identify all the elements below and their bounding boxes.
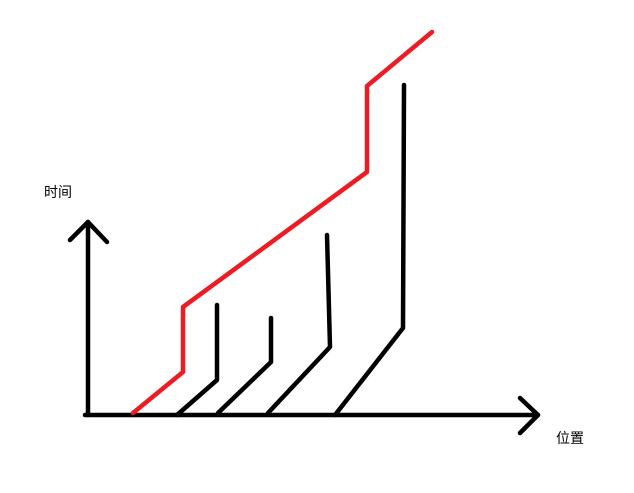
red-path-line	[130, 29, 435, 416]
y-axis	[67, 219, 110, 418]
y-axis-arrowhead	[67, 219, 110, 245]
black-path-line-2	[215, 315, 274, 416]
x-axis-arrowhead	[517, 395, 541, 436]
x-axis	[82, 395, 541, 436]
black-path-line-4	[332, 82, 407, 418]
x-axis-label: 位置	[556, 431, 584, 447]
y-axis-label: 时间	[44, 185, 72, 201]
black-path-line-1	[174, 302, 220, 418]
black-path-line-3	[265, 232, 333, 416]
